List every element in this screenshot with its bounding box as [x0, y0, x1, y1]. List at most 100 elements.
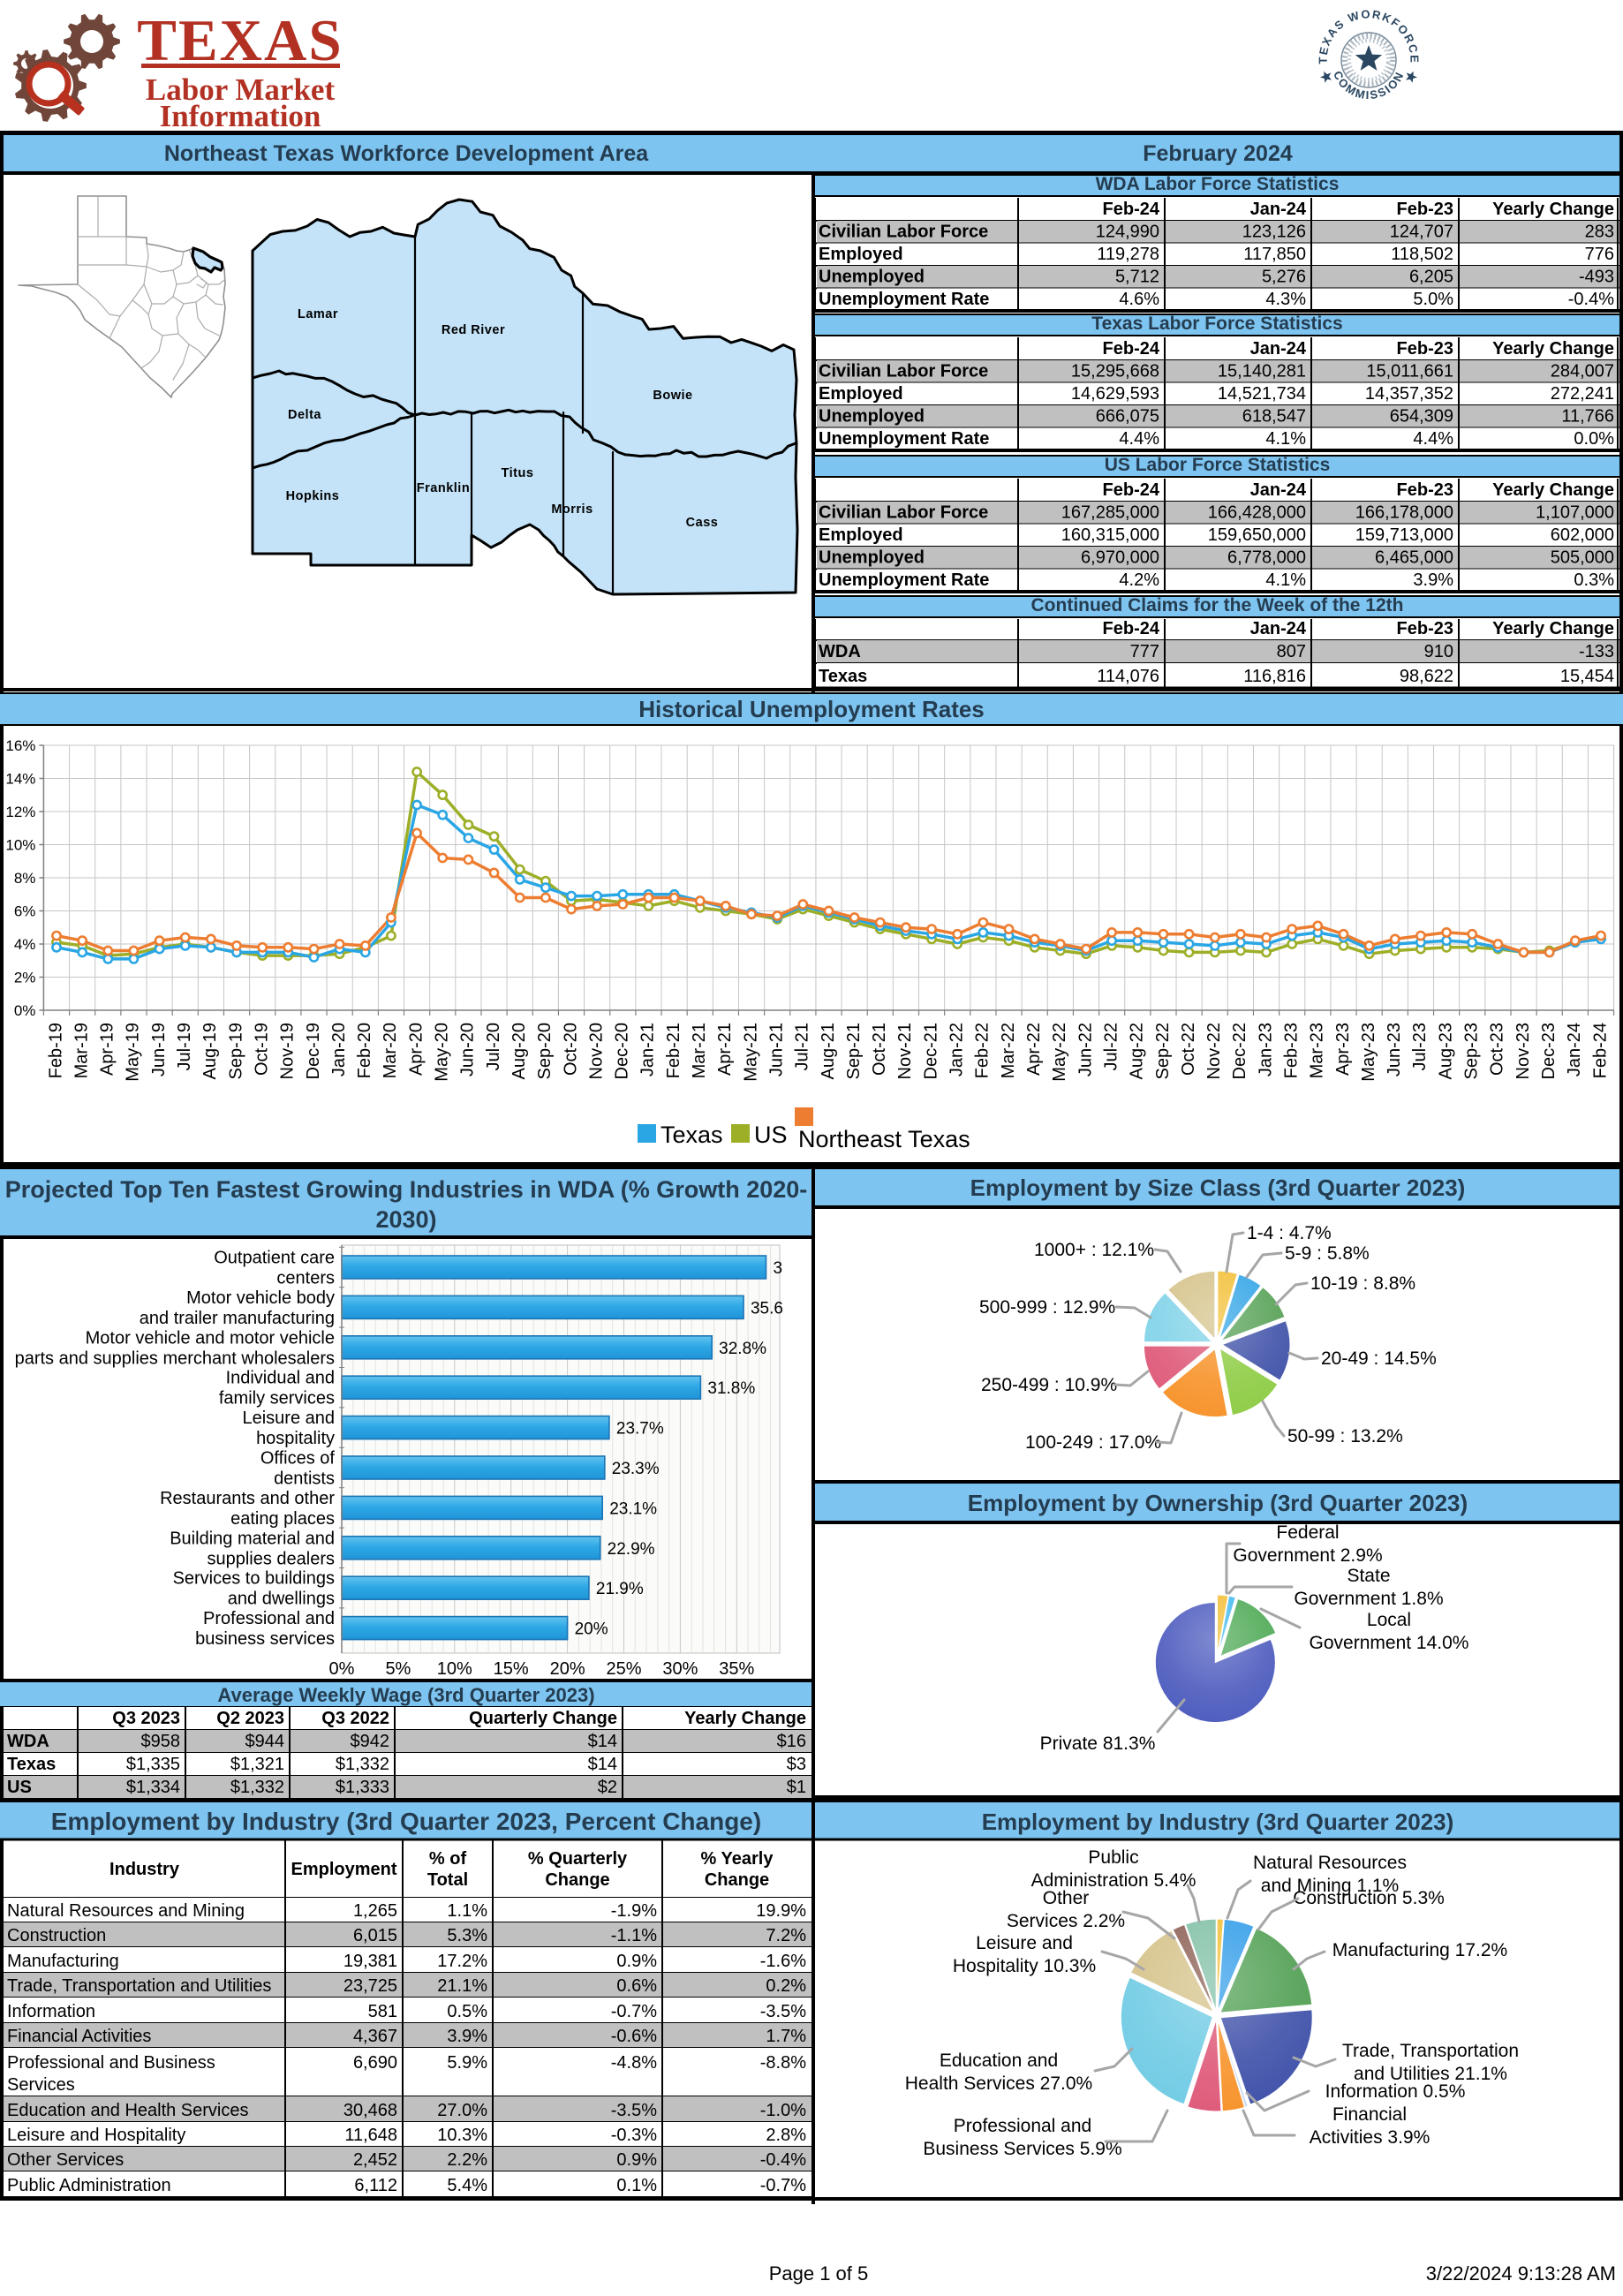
svg-text:0.9%: 0.9%: [616, 2150, 657, 2170]
svg-text:Employment by Industry (3rd Qu: Employment by Industry (3rd Quarter 2023…: [51, 1808, 761, 1835]
svg-text:Feb-19: Feb-19: [46, 1023, 65, 1078]
svg-text:35.6%: 35.6%: [751, 1299, 798, 1318]
svg-text:% Yearly: % Yearly: [701, 1849, 774, 1869]
svg-text:Jan-24: Jan-24: [1250, 480, 1307, 500]
svg-text:35%: 35%: [719, 1659, 754, 1679]
svg-text:centers: centers: [276, 1269, 335, 1288]
svg-text:654,309: 654,309: [1390, 407, 1453, 427]
svg-text:Aug-20: Aug-20: [510, 1023, 529, 1080]
svg-text:Civilian Labor Force: Civilian Labor Force: [819, 223, 988, 242]
svg-text:Employment by Industry (3rd Qu: Employment by Industry (3rd Quarter 2023…: [982, 1809, 1454, 1835]
svg-text:Natural Resources and Mining: Natural Resources and Mining: [7, 1901, 245, 1921]
svg-text:-0.7%: -0.7%: [760, 2176, 806, 2195]
svg-text:$1: $1: [787, 1778, 806, 1797]
svg-text:Labor Market: Labor Market: [146, 72, 336, 107]
svg-text:0%: 0%: [329, 1659, 355, 1679]
svg-text:Building material and: Building material and: [170, 1529, 335, 1548]
svg-text:Northeast Texas: Northeast Texas: [798, 1126, 970, 1152]
svg-text:23.3%: 23.3%: [612, 1460, 660, 1478]
svg-text:5.0%: 5.0%: [1413, 290, 1453, 309]
svg-text:11,766: 11,766: [1561, 407, 1614, 427]
svg-text:10-19 : 8.8%: 10-19 : 8.8%: [1310, 1273, 1415, 1294]
svg-text:Services: Services: [7, 2075, 75, 2095]
svg-text:-8.8%: -8.8%: [760, 2053, 806, 2073]
svg-text:Sep-20: Sep-20: [535, 1023, 555, 1080]
svg-text:Nov-23: Nov-23: [1514, 1023, 1533, 1079]
svg-text:166,178,000: 166,178,000: [1355, 503, 1453, 523]
svg-text:Q2 2023: Q2 2023: [216, 1709, 284, 1728]
svg-text:WDA: WDA: [819, 642, 861, 661]
svg-text:6,205: 6,205: [1409, 268, 1453, 287]
svg-text:Education and Health Services: Education and Health Services: [7, 2101, 249, 2120]
svg-text:21.9%: 21.9%: [596, 1580, 644, 1598]
svg-text:Mar-19: Mar-19: [72, 1023, 91, 1078]
svg-text:$942: $942: [351, 1732, 390, 1751]
svg-text:Information: Information: [7, 2002, 95, 2021]
svg-text:5.9%: 5.9%: [447, 2053, 487, 2073]
svg-text:1,107,000: 1,107,000: [1536, 503, 1614, 523]
svg-text:Jun-20: Jun-20: [458, 1023, 478, 1076]
svg-text:Apr-19: Apr-19: [98, 1023, 117, 1076]
svg-text:6,970,000: 6,970,000: [1081, 548, 1159, 568]
svg-text:business services: business services: [195, 1629, 335, 1649]
svg-text:Hospitality 10.3%: Hospitality 10.3%: [953, 1956, 1096, 1976]
svg-text:8%: 8%: [14, 870, 36, 887]
svg-text:Yearly Change: Yearly Change: [1492, 200, 1614, 219]
svg-text:State: State: [1347, 1566, 1390, 1586]
svg-text:Financial Activities: Financial Activities: [7, 2027, 151, 2046]
svg-text:20%: 20%: [575, 1620, 608, 1639]
svg-text:Quarterly Change: Quarterly Change: [469, 1709, 617, 1728]
svg-text:Employed: Employed: [819, 384, 903, 404]
svg-text:Jun-22: Jun-22: [1076, 1023, 1095, 1076]
svg-text:Q3 2022: Q3 2022: [321, 1709, 389, 1728]
svg-text:23.1%: 23.1%: [609, 1499, 657, 1518]
svg-text:and trailer manufacturing: and trailer manufacturing: [140, 1309, 335, 1328]
svg-text:Average Weekly Wage (3rd Quart: Average Weekly Wage (3rd Quarter 2023): [217, 1684, 594, 1706]
svg-text:6,778,000: 6,778,000: [1227, 548, 1306, 568]
svg-text:Change: Change: [705, 1870, 769, 1890]
svg-text:272,241: 272,241: [1551, 384, 1614, 404]
svg-text:Feb-23: Feb-23: [1397, 339, 1453, 359]
svg-text:Construction: Construction: [7, 1926, 106, 1945]
svg-text:Texas Labor Force Statistics: Texas Labor Force Statistics: [1091, 313, 1342, 334]
svg-text:family services: family services: [219, 1389, 335, 1409]
svg-text:Nov-22: Nov-22: [1204, 1023, 1224, 1079]
svg-text:3.9%: 3.9%: [1413, 570, 1453, 590]
svg-text:Civilian Labor Force: Civilian Labor Force: [819, 503, 988, 523]
svg-text:6,465,000: 6,465,000: [1375, 548, 1453, 568]
svg-text:hospitality: hospitality: [256, 1429, 335, 1448]
svg-text:Federal: Federal: [1276, 1522, 1339, 1543]
svg-text:-0.4%: -0.4%: [1568, 290, 1614, 309]
svg-text:Other: Other: [1043, 1888, 1090, 1908]
svg-text:20%: 20%: [550, 1659, 585, 1679]
svg-text:Mar-21: Mar-21: [690, 1023, 709, 1078]
svg-text:Trade, Transportation and Util: Trade, Transportation and Utilities: [7, 1976, 271, 1996]
svg-text:Other Services: Other Services: [7, 2150, 124, 2170]
svg-text:10.3%: 10.3%: [437, 2126, 487, 2145]
svg-text:20-49 : 14.5%: 20-49 : 14.5%: [1321, 1348, 1437, 1369]
svg-text:5-9 : 5.8%: 5-9 : 5.8%: [1285, 1243, 1370, 1264]
svg-text:$14: $14: [588, 1755, 617, 1774]
svg-text:Feb-23: Feb-23: [1397, 619, 1453, 638]
svg-text:Private 81.3%: Private 81.3%: [1040, 1733, 1156, 1754]
svg-text:Apr-21: Apr-21: [715, 1023, 735, 1076]
svg-text:16%: 16%: [5, 737, 35, 754]
svg-text:Government 14.0%: Government 14.0%: [1310, 1633, 1469, 1653]
svg-text:$1,333: $1,333: [336, 1778, 389, 1797]
svg-text:5.3%: 5.3%: [447, 1926, 487, 1945]
svg-text:1.1%: 1.1%: [447, 1901, 487, 1921]
svg-text:Local: Local: [1367, 1610, 1411, 1630]
svg-text:Aug-19: Aug-19: [200, 1023, 220, 1080]
svg-text:Lamar: Lamar: [298, 307, 338, 321]
svg-text:Activities 3.9%: Activities 3.9%: [1310, 2127, 1431, 2148]
svg-text:Unemployment Rate: Unemployment Rate: [819, 570, 989, 590]
svg-text:Dec-21: Dec-21: [921, 1023, 940, 1079]
svg-text:-1.0%: -1.0%: [760, 2101, 806, 2120]
svg-text:30,468: 30,468: [343, 2101, 397, 2120]
svg-text:Mar-20: Mar-20: [381, 1023, 400, 1078]
svg-text:17.2%: 17.2%: [437, 1952, 487, 1971]
svg-text:Motor vehicle and motor vehicl: Motor vehicle and motor vehicle: [86, 1328, 335, 1348]
svg-text:4.4%: 4.4%: [1413, 429, 1453, 449]
svg-text:$1,332: $1,332: [336, 1755, 389, 1774]
svg-text:Q3 2023: Q3 2023: [112, 1709, 180, 1728]
